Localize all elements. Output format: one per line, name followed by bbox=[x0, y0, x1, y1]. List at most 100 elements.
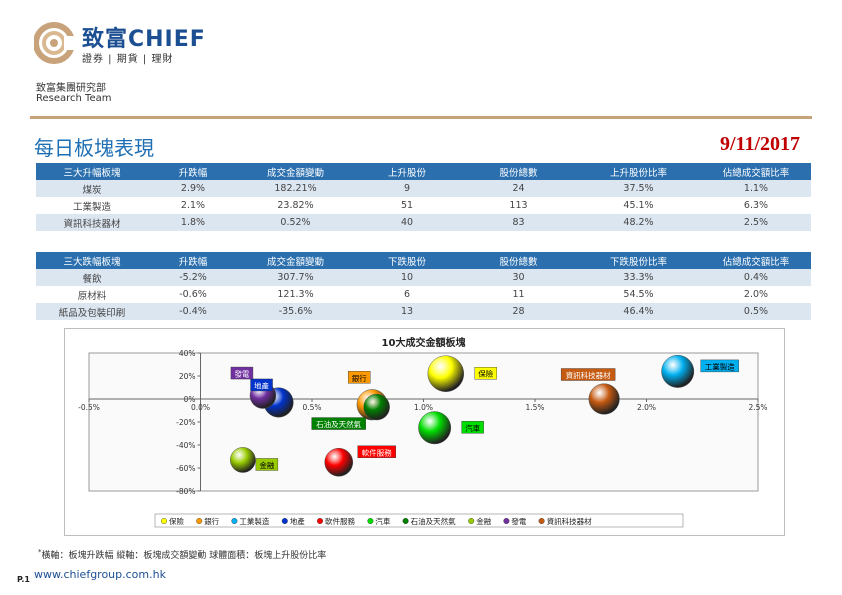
logo-wordmark: 致富CHIEF bbox=[82, 27, 206, 52]
point-label-box bbox=[348, 371, 371, 384]
bubble-3 bbox=[661, 354, 695, 388]
column-header: 成交金額變動 bbox=[238, 252, 353, 269]
page-title: 每日板塊表現 bbox=[34, 136, 154, 160]
column-header: 下跌股份 bbox=[353, 252, 461, 269]
top-sectors-table: 三大升幅板塊 升跌幅 成交金額變動 上升股份 股份總數 上升股份比率 佔總成交額… bbox=[36, 163, 811, 231]
bubble-7 bbox=[363, 393, 390, 421]
bubble-6 bbox=[418, 411, 452, 445]
point-label-box bbox=[474, 367, 497, 380]
legend-entry: 工業製造 bbox=[239, 516, 269, 526]
legend-entry: 軟件服務 bbox=[325, 516, 355, 526]
table-cell: 2.1% bbox=[148, 197, 238, 214]
column-header: 下跌股份比率 bbox=[576, 252, 701, 269]
table-cell: 40 bbox=[353, 214, 461, 231]
table-cell: 原材料 bbox=[36, 286, 148, 303]
bubble-chart-frame: 10大成交金額板塊 40% 20% 0% -20% -40% -60% -80% -0.5% 0.… bbox=[64, 328, 785, 536]
point-label-box bbox=[311, 417, 366, 430]
column-header: 三大升幅板塊 bbox=[36, 163, 148, 180]
column-header: 股份總數 bbox=[461, 163, 576, 180]
table-cell: 0.4% bbox=[701, 269, 811, 286]
bottom-sectors-table: 三大跌幅板塊 升跌幅 成交金額變動 下跌股份 股份總數 下跌股份比率 佔總成交額… bbox=[36, 252, 811, 320]
table-cell: 51 bbox=[353, 197, 461, 214]
y-tick-label: -20% bbox=[176, 418, 195, 427]
table-cell: 48.2% bbox=[576, 214, 701, 231]
legend-marker bbox=[402, 517, 409, 524]
point-label: 金融 bbox=[259, 460, 274, 470]
table-cell: 24 bbox=[461, 180, 576, 197]
legend-entry: 地產 bbox=[290, 516, 305, 526]
column-header: 上升股份比率 bbox=[576, 163, 701, 180]
bubble-5 bbox=[324, 447, 354, 477]
table-cell: 2.5% bbox=[701, 214, 811, 231]
legend-entry: 資訊科技器材 bbox=[547, 516, 592, 526]
legend-marker bbox=[196, 517, 203, 524]
x-tick-label: 0.5% bbox=[302, 403, 321, 412]
table-cell: 182.21% bbox=[238, 180, 353, 197]
legend-box bbox=[154, 513, 684, 528]
y-tick-label: -40% bbox=[176, 441, 195, 450]
table-cell: 46.4% bbox=[576, 303, 701, 320]
legend-marker bbox=[231, 517, 238, 524]
legend-marker bbox=[160, 517, 167, 524]
table-cell: 54.5% bbox=[576, 286, 701, 303]
website-link[interactable]: www.chiefgroup.com.hk bbox=[34, 568, 166, 581]
table-cell: 1.8% bbox=[148, 214, 238, 231]
legend-entry: 石油及天然氣 bbox=[411, 516, 456, 526]
legend-entry: 發電 bbox=[511, 517, 526, 526]
point-label: 軟件服務 bbox=[362, 447, 392, 457]
table-header-row: 三大跌幅板塊 升跌幅 成交金額變動 下跌股份 股份總數 下跌股份比率 佔總成交額… bbox=[36, 252, 811, 269]
column-header: 上升股份 bbox=[353, 163, 461, 180]
company-logo: 致富CHIEF 證券 | 期貨 | 理財 bbox=[33, 22, 234, 66]
legend-marker bbox=[367, 517, 374, 524]
y-tick-label: 40% bbox=[179, 349, 196, 358]
point-label-box bbox=[560, 368, 616, 381]
table-cell: 工業製造 bbox=[36, 197, 148, 214]
bubble-1 bbox=[427, 355, 465, 392]
column-header: 佔總成交額比率 bbox=[701, 163, 811, 180]
table-cell: 6.3% bbox=[701, 197, 811, 214]
legend-marker bbox=[468, 517, 475, 524]
x-tick-label: 1.5% bbox=[525, 403, 544, 412]
table-cell: 45.1% bbox=[576, 197, 701, 214]
column-header: 升跌幅 bbox=[148, 252, 238, 269]
department-name-cn: 致富集團研究部 bbox=[36, 83, 106, 94]
table-cell: -35.6% bbox=[238, 303, 353, 320]
table-cell: 28 bbox=[461, 303, 576, 320]
column-header: 升跌幅 bbox=[148, 163, 238, 180]
chart-footnote: *橫軸：板塊升跌幅 縱軸：板塊成交額變動 球體面積：板塊上升股份比率 bbox=[38, 548, 326, 561]
column-header: 成交金額變動 bbox=[238, 163, 353, 180]
department-name-en: Research Team bbox=[36, 93, 112, 104]
legend-marker bbox=[503, 517, 510, 524]
point-label-box bbox=[461, 421, 484, 434]
y-tick-label: -80% bbox=[176, 487, 195, 496]
column-header: 股份總數 bbox=[461, 252, 576, 269]
page-number: P.1 bbox=[17, 575, 30, 584]
table-cell: 13 bbox=[353, 303, 461, 320]
table-cell: 6 bbox=[353, 286, 461, 303]
table-cell: -0.6% bbox=[148, 286, 238, 303]
legend-entry: 保險 bbox=[169, 516, 184, 526]
x-tick-label: 2.0% bbox=[637, 403, 656, 412]
table-header-row: 三大升幅板塊 升跌幅 成交金額變動 上升股份 股份總數 上升股份比率 佔總成交額… bbox=[36, 163, 811, 180]
x-tick-label: -0.5% bbox=[78, 403, 100, 412]
column-header: 佔總成交額比率 bbox=[701, 252, 811, 269]
header-divider bbox=[30, 116, 812, 119]
legend-entry: 金融 bbox=[476, 516, 491, 526]
table-cell: 2.9% bbox=[148, 180, 238, 197]
chart-title: 10大成交金額板塊 bbox=[382, 336, 466, 349]
point-label: 工業製造 bbox=[705, 361, 735, 371]
table-row: 原材料 -0.6% 121.3% 6 11 54.5% 2.0% bbox=[36, 286, 811, 303]
point-label-box bbox=[255, 458, 279, 471]
point-label: 保險 bbox=[478, 369, 493, 379]
legend-marker bbox=[281, 517, 288, 524]
table-cell: 0.52% bbox=[238, 214, 353, 231]
x-tick-label: 2.5% bbox=[748, 403, 767, 412]
table-row: 工業製造 2.1% 23.82% 51 113 45.1% 6.3% bbox=[36, 197, 811, 214]
point-label-box bbox=[230, 366, 254, 380]
y-tick-label: -60% bbox=[176, 464, 195, 473]
table-row: 資訊科技器材 1.8% 0.52% 40 83 48.2% 2.5% bbox=[36, 214, 811, 231]
point-label: 地產 bbox=[254, 380, 269, 390]
table-row: 紙品及包裝印刷 -0.4% -35.6% 13 28 46.4% 0.5% bbox=[36, 303, 811, 320]
table-row: 煤炭 2.9% 182.21% 9 24 37.5% 1.1% bbox=[36, 180, 811, 197]
